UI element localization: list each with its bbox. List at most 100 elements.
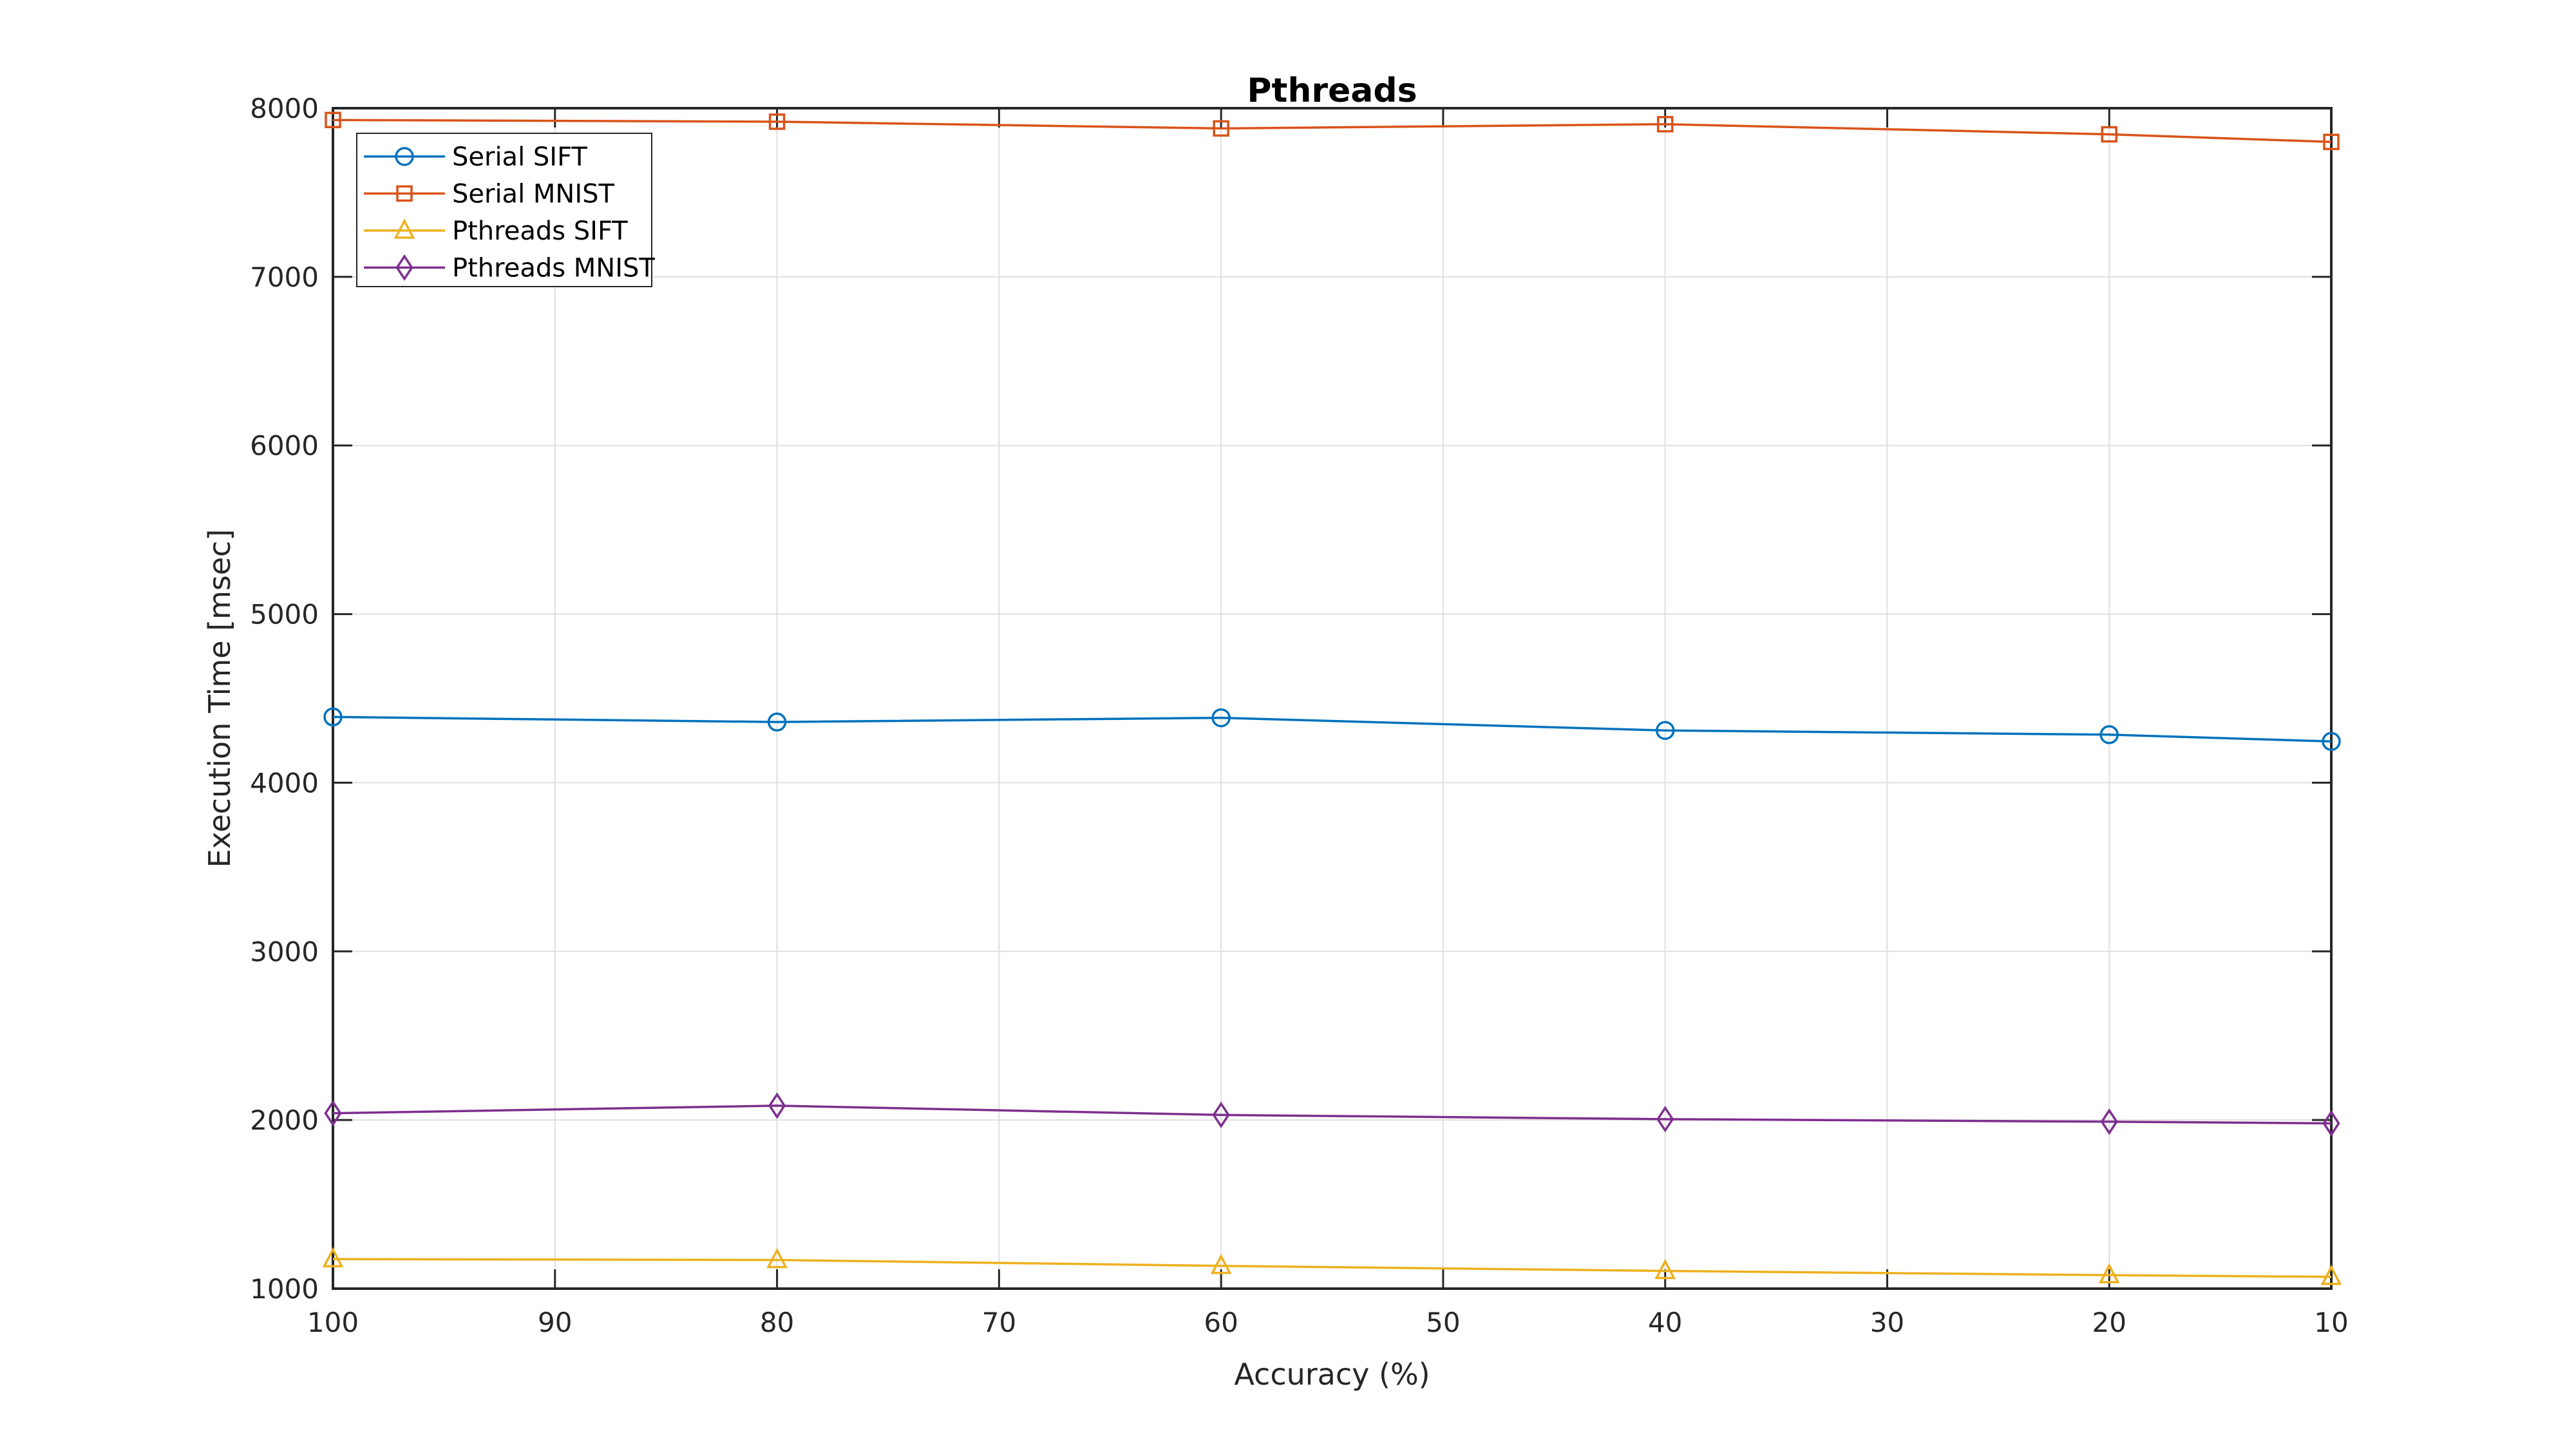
circle-marker-shape: [1211, 708, 1231, 728]
x-tick-label: 70: [982, 1307, 1016, 1338]
marker-serial-sift-x40: [1655, 721, 1675, 741]
triangle-marker-shape: [393, 218, 415, 239]
x-tick-label: 60: [1204, 1307, 1238, 1338]
series-line-pthreads-sift: [332, 1258, 2332, 1278]
plot-box: [332, 107, 2333, 1290]
triangle-marker-shape: [1210, 1253, 1232, 1274]
square-marker-shape: [396, 185, 413, 202]
marker-pthreads-sift-x10: [2320, 1264, 2342, 1285]
series-pthreads-sift: [322, 1247, 2342, 1285]
y-axis-label: Execution Time [msec]: [202, 529, 237, 868]
y-tick-label: 2000: [250, 1104, 319, 1136]
circle-marker-shape: [2099, 725, 2119, 744]
marker-serial-mnist-x100: [325, 111, 341, 129]
triangle-marker-shape: [1654, 1258, 1676, 1280]
marker-serial-sift-x80: [767, 712, 787, 732]
square-marker-shape: [1656, 116, 1674, 133]
marker-serial-mnist-x10: [2323, 133, 2340, 151]
tick-label-layer: 100 90 80 70 60 50 40 30 20 10 1000 2000 3000 4000 500…: [250, 93, 2349, 1338]
triangle-marker-shape: [2320, 1264, 2342, 1285]
y-tick-label: 3000: [250, 936, 319, 967]
diamond-marker-shape: [395, 254, 413, 281]
marker-pthreads-sift-x60: [1210, 1253, 1232, 1274]
marker-pthreads-mnist-x100: [324, 1099, 342, 1127]
x-tick-label: 30: [1870, 1307, 1904, 1338]
marker-pthreads-sift-x40: [1654, 1258, 1676, 1280]
legend: Serial SIFT Serial MNIST Pthreads SIFT Pthr…: [356, 133, 655, 287]
legend-marker-triangle: [393, 218, 415, 239]
series-layer: [322, 111, 2342, 1285]
x-tick-label: 40: [1648, 1307, 1682, 1338]
series-serial-mnist: [325, 111, 2340, 151]
legend-label: Serial SIFT: [452, 142, 587, 172]
diamond-marker-shape: [2100, 1108, 2118, 1135]
diamond-marker-shape: [1212, 1101, 1230, 1128]
series-line-serial-mnist: [332, 118, 2332, 144]
square-marker-shape: [2323, 133, 2340, 151]
square-marker-shape: [2101, 126, 2117, 143]
circle-marker-shape: [323, 707, 343, 727]
legend-item-pthreads-mnist: Pthreads MNIST: [364, 254, 655, 283]
legend-label: Pthreads SIFT: [452, 216, 628, 246]
x-tick-label: 10: [2314, 1307, 2348, 1338]
legend-box: [356, 133, 652, 287]
y-tick-label: 6000: [250, 430, 319, 462]
marker-serial-mnist-x60: [1213, 120, 1229, 137]
legend-item-serial-mnist: Serial MNIST: [364, 180, 615, 209]
diamond-marker-shape: [768, 1092, 786, 1119]
circle-marker-shape: [395, 147, 414, 166]
marker-serial-sift-x10: [2322, 732, 2341, 752]
grid-layer: [333, 108, 2331, 1289]
square-marker-shape: [768, 113, 786, 130]
marker-pthreads-mnist-x10: [2322, 1110, 2340, 1137]
legend-marker-diamond: [395, 254, 413, 281]
diamond-marker-shape: [1656, 1106, 1674, 1133]
marker-pthreads-mnist-x20: [2100, 1108, 2118, 1135]
marker-pthreads-sift-x80: [766, 1247, 788, 1269]
x-axis-label: Accuracy (%): [1234, 1357, 1430, 1392]
circle-marker-shape: [2322, 732, 2341, 752]
legend-marker-circle: [395, 147, 414, 166]
square-marker-shape: [325, 111, 341, 129]
x-tick-label: 20: [2092, 1307, 2126, 1338]
chart-title: Pthreads: [1247, 71, 1417, 110]
marker-serial-sift-x20: [2099, 725, 2119, 744]
series-serial-sift: [323, 707, 2341, 752]
series-line-pthreads-mnist: [332, 1104, 2332, 1125]
square-marker-shape: [1213, 120, 1229, 137]
marker-pthreads-mnist-x40: [1656, 1106, 1674, 1133]
triangle-marker-shape: [2098, 1263, 2120, 1283]
legend-label: Pthreads MNIST: [452, 254, 655, 283]
series-line-serial-sift: [332, 715, 2332, 743]
x-tick-label: 100: [307, 1307, 359, 1338]
y-tick-label: 1000: [250, 1273, 319, 1305]
marker-pthreads-mnist-x60: [1212, 1101, 1230, 1128]
marker-serial-sift-x100: [323, 707, 343, 727]
y-tick-label: 8000: [250, 93, 319, 124]
y-tick-label: 4000: [250, 767, 319, 799]
diamond-marker-shape: [2322, 1110, 2340, 1137]
diamond-marker-shape: [324, 1099, 342, 1127]
marker-pthreads-sift-x100: [322, 1247, 344, 1267]
x-tick-label: 50: [1426, 1307, 1460, 1338]
axes-layer: [332, 107, 2333, 1290]
y-tick-label: 7000: [250, 261, 319, 293]
triangle-marker-shape: [766, 1247, 788, 1269]
legend-item-serial-sift: Serial SIFT: [364, 142, 587, 172]
series-pthreads-mnist: [324, 1092, 2340, 1137]
y-tick-label: 5000: [250, 599, 319, 630]
marker-serial-mnist-x80: [768, 113, 786, 130]
legend-marker-square: [396, 185, 413, 202]
x-tick-label: 90: [538, 1307, 572, 1338]
circle-marker-shape: [767, 712, 787, 732]
marker-serial-mnist-x40: [1656, 116, 1674, 133]
legend-item-pthreads-sift: Pthreads SIFT: [364, 216, 628, 246]
marker-serial-sift-x60: [1211, 708, 1231, 728]
legend-label: Serial MNIST: [452, 180, 615, 209]
marker-serial-mnist-x20: [2101, 126, 2117, 143]
x-tick-label: 80: [760, 1307, 794, 1338]
marker-pthreads-sift-x20: [2098, 1263, 2120, 1283]
triangle-marker-shape: [322, 1247, 344, 1267]
